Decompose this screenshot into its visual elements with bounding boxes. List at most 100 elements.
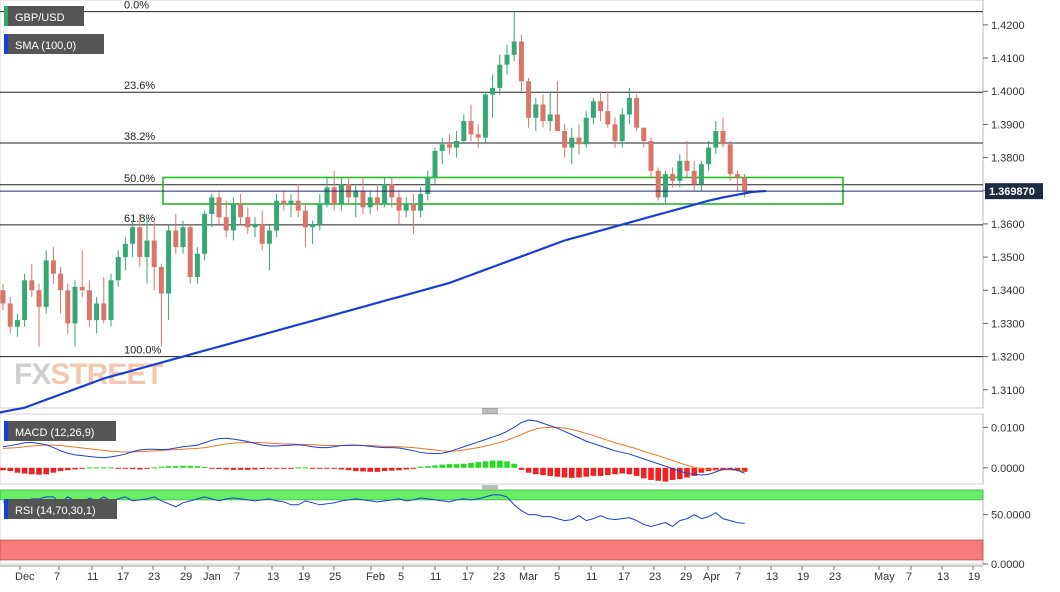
candle-body — [360, 190, 366, 208]
candle-body — [144, 240, 150, 258]
candle-body — [130, 227, 136, 244]
macd-histogram-bar — [504, 461, 510, 468]
candle-body — [691, 170, 697, 185]
candle-body — [410, 204, 416, 211]
candle — [367, 190, 373, 214]
x-axis-label: 11 — [87, 571, 98, 583]
candle — [475, 124, 481, 148]
fib-label: 38.2% — [124, 131, 155, 143]
panel-resize-handle[interactable] — [482, 408, 498, 414]
candle-body — [482, 94, 488, 138]
candle-body — [29, 280, 35, 291]
macd-histogram-bar — [353, 467, 359, 472]
macd-histogram-bar — [605, 467, 611, 476]
candle-body — [583, 117, 589, 145]
candle-body — [562, 131, 568, 148]
candle-body — [648, 140, 654, 171]
candle-body — [266, 230, 272, 244]
macd-histogram-bar — [50, 467, 57, 473]
fib-label: 100.0% — [124, 345, 162, 357]
macd-histogram-bar — [518, 467, 525, 470]
candle — [173, 213, 179, 254]
candle — [684, 140, 690, 178]
macd-histogram-bar — [108, 467, 114, 469]
macd-histogram-bar — [144, 467, 150, 469]
candle — [94, 296, 100, 334]
x-axis-label: Mar — [519, 571, 538, 583]
x-axis-label: 17 — [117, 571, 129, 583]
candle-body — [288, 200, 294, 204]
macd-histogram-bar — [331, 467, 337, 469]
macd-histogram-bar — [461, 463, 467, 468]
x-axis-label: Feb — [366, 571, 385, 583]
macd-histogram-bar — [252, 467, 258, 470]
macd-histogram-bar — [561, 467, 568, 478]
macd-histogram-bar — [612, 467, 618, 475]
candle-body — [475, 134, 481, 138]
candle-body — [432, 150, 438, 178]
candle-body — [605, 111, 611, 125]
candle — [72, 280, 78, 347]
candle — [533, 97, 539, 132]
candle-body — [677, 160, 683, 181]
macd-axis-label: 0.0000 — [991, 463, 1025, 475]
candle-body — [216, 197, 222, 218]
x-axis-label: 23 — [829, 571, 841, 583]
candle — [216, 190, 222, 224]
macd-histogram-bar — [389, 467, 395, 471]
candle-body — [518, 41, 524, 82]
candle-body — [612, 124, 618, 141]
candle-body — [526, 81, 532, 118]
candle — [36, 283, 42, 347]
candle — [706, 140, 712, 171]
candle-body — [698, 164, 704, 185]
candle — [698, 160, 704, 191]
x-axis-label: 17 — [462, 571, 474, 583]
candle-body — [533, 104, 539, 118]
candle-body — [446, 144, 452, 148]
candle-body — [58, 273, 64, 291]
macd-histogram-bar — [720, 467, 726, 470]
current-price-value: 1.369870 — [989, 186, 1035, 198]
symbol-badge — [4, 6, 84, 26]
macd-histogram-bar — [165, 466, 172, 468]
price-axis-label: 1.3800 — [991, 153, 1025, 165]
x-axis-label: 13 — [937, 571, 949, 583]
macd-histogram-bar — [381, 467, 388, 472]
macd-histogram-bar — [540, 467, 546, 476]
macd-histogram-bar — [93, 467, 100, 469]
candle — [317, 194, 323, 231]
candle-body — [353, 190, 359, 198]
candle-body — [187, 227, 193, 277]
candle — [670, 167, 676, 188]
candle-body — [115, 257, 121, 281]
symbol-color-swatch — [4, 6, 8, 26]
candle-body — [418, 194, 424, 211]
candle — [115, 250, 121, 287]
macd-histogram-bar — [576, 467, 582, 478]
x-axis-label: 29 — [680, 571, 692, 583]
macd-histogram-bar — [403, 467, 409, 470]
price-axis-label: 1.3200 — [991, 352, 1025, 364]
candle — [540, 94, 546, 128]
macd-histogram-bar — [43, 467, 49, 475]
x-axis-label: 7 — [234, 571, 240, 583]
macd-histogram-bar — [259, 467, 265, 470]
candle-body — [43, 260, 49, 307]
candle — [490, 74, 496, 118]
macd-histogram-bar — [468, 462, 474, 468]
macd-histogram-bar — [734, 467, 741, 471]
x-axis-label: 7 — [54, 571, 60, 583]
candle — [641, 127, 647, 148]
fib-label: 0.0% — [124, 0, 149, 12]
panel-resize-handle[interactable] — [482, 485, 498, 491]
macd-histogram-bar — [569, 467, 575, 478]
candle-body — [468, 121, 474, 135]
macd-histogram-bar — [0, 467, 6, 471]
fxstreet-watermark: FXSTREET — [14, 358, 163, 391]
candle — [79, 250, 85, 297]
macd-histogram-bar — [317, 467, 323, 469]
x-axis-label: 29 — [180, 571, 192, 583]
